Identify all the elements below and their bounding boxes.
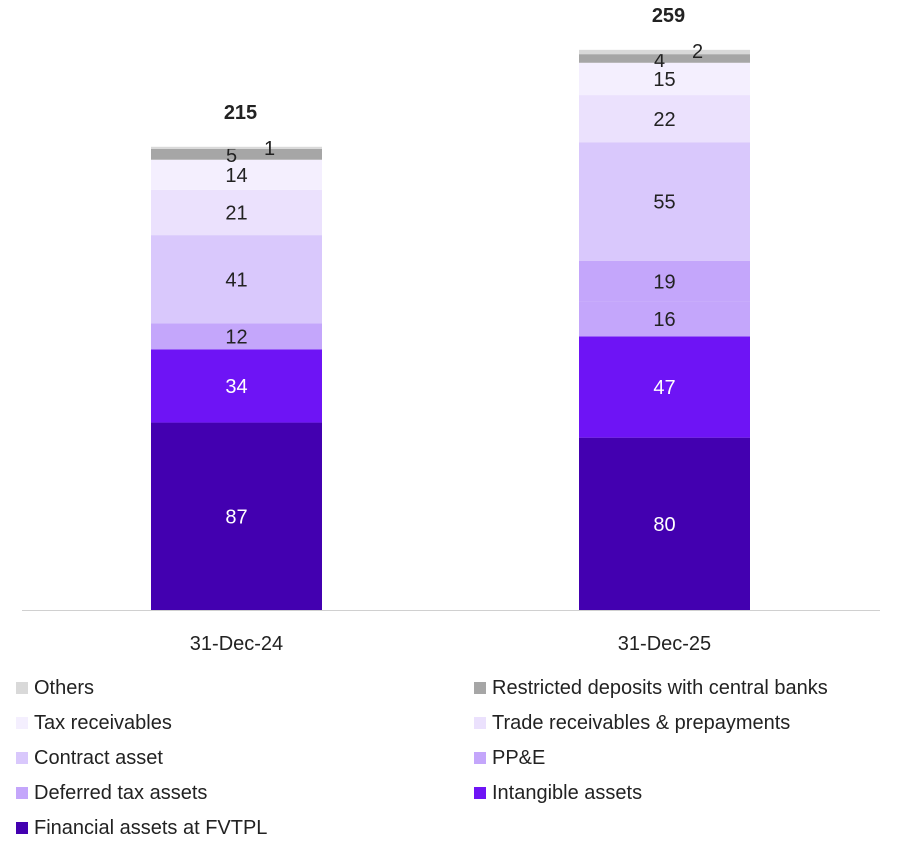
data-label: 22: [653, 109, 675, 131]
legend-label: Financial assets at FVTPL: [34, 817, 268, 839]
legend-item: Intangible assets: [474, 781, 642, 805]
legend-label: Restricted deposits with central banks: [492, 677, 828, 699]
legend-swatch: [16, 822, 28, 834]
bar-segment: [151, 189, 322, 236]
bar-segment: [151, 159, 322, 190]
bar-segment: [151, 422, 322, 610]
data-label: 19: [653, 271, 675, 293]
legend-item: Contract asset: [16, 746, 163, 770]
bar-segment: [151, 235, 322, 324]
legend-swatch: [16, 717, 28, 729]
data-label: 21: [225, 203, 247, 225]
legend-swatch: [16, 787, 28, 799]
data-label: 41: [225, 269, 247, 291]
x-tick-label: 31-Dec-25: [618, 633, 711, 655]
data-label: 80: [653, 514, 675, 536]
bar-segment: [151, 323, 322, 350]
total-label: 259: [652, 5, 685, 27]
legend-swatch: [474, 682, 486, 694]
legend-swatch: [16, 682, 28, 694]
legend-label: Trade receivables & prepayments: [492, 712, 791, 734]
legend-label: Others: [34, 677, 95, 699]
legend-swatch: [474, 787, 486, 799]
bar-segment: [151, 148, 322, 160]
stacked-bar-chart: 87 34 12 41 21 145 1 215 31-Dec-24 80 47 16 19 55 22 15…: [22, 5, 880, 655]
data-label: 5: [226, 145, 237, 167]
legend-item: Trade receivables & prepayments: [474, 711, 790, 735]
legend-item: Deferred tax assets: [16, 781, 207, 805]
bar-segment: [579, 260, 750, 302]
data-label: 15: [653, 69, 675, 91]
data-label: 47: [653, 377, 675, 399]
bar-segment: [579, 142, 750, 261]
data-label: 16: [653, 309, 675, 331]
bar-segment: [579, 336, 750, 438]
bar-segment: [579, 54, 750, 63]
bar-segment: [151, 146, 322, 149]
legend-item: Restricted deposits with central banks: [474, 676, 828, 700]
legend-label: Contract asset: [34, 747, 163, 769]
data-label: 55: [653, 192, 675, 214]
total-label: 215: [224, 102, 257, 124]
bar-segment: [579, 49, 750, 55]
bar-segment: [579, 437, 750, 610]
data-label: 1: [264, 138, 275, 160]
legend-item: Financial assets at FVTPL: [16, 816, 267, 840]
legend-item: PP&E: [474, 746, 545, 770]
bar-segment: [579, 301, 750, 337]
legend-label: Intangible assets: [492, 782, 643, 804]
bar-segment: [579, 62, 750, 96]
data-label: 12: [225, 326, 247, 348]
legend-label: Tax receivables: [34, 712, 172, 734]
legend-swatch: [16, 752, 28, 764]
legend-label: PP&E: [492, 747, 546, 769]
x-tick-label: 31-Dec-24: [190, 633, 283, 655]
data-label: 4: [654, 50, 665, 72]
bar-segment: [579, 95, 750, 143]
data-label: 2: [692, 41, 703, 63]
legend-label: Deferred tax assets: [34, 782, 208, 804]
legend-swatch: [474, 717, 486, 729]
bar-segment: [151, 349, 322, 423]
legend-swatch: [474, 752, 486, 764]
legend-item: Others: [16, 676, 94, 700]
data-label: 87: [225, 506, 247, 528]
data-label: 34: [225, 376, 247, 398]
legend-item: Tax receivables: [16, 711, 172, 735]
data-label: 14: [225, 165, 247, 187]
